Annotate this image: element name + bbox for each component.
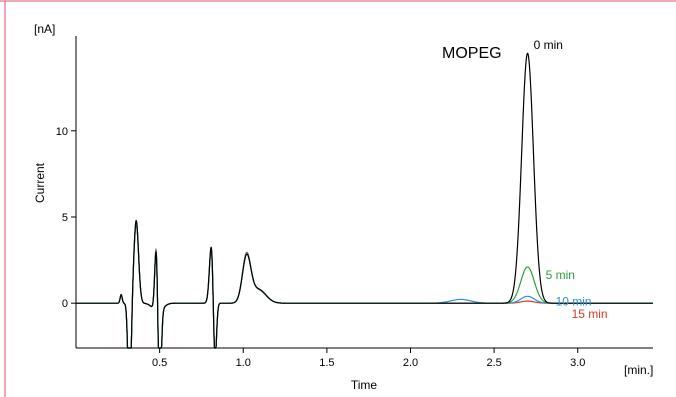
y-tick-label: 0: [62, 298, 68, 310]
x-tick-label: 2.0: [403, 357, 418, 369]
x-tick-label: 1.5: [319, 357, 334, 369]
chromatogram-plot: 0.5 1.0 1.5 2.0 2.5 3.0 0 5 10 0 min 5 min 10 min…: [56, 36, 654, 369]
y-axis-title: Current: [33, 162, 47, 203]
y-tick-label: 10: [56, 126, 68, 138]
series-label-10-min: 10 min: [556, 294, 592, 308]
series-label-5-min: 5 min: [546, 268, 575, 282]
chromatogram-traces: [75, 52, 654, 349]
x-tick-label: 1.0: [236, 357, 251, 369]
x-tick-label: 0.5: [152, 357, 167, 369]
x-ticks: 0.5 1.0 1.5 2.0 2.5 3.0: [152, 348, 585, 369]
x-tick-label: 3.0: [570, 357, 585, 369]
mopeg-peak-annotation: MOPEG: [442, 45, 502, 62]
x-axis-title: Time: [351, 378, 378, 392]
trace-0-min: [75, 52, 654, 349]
x-tick-label: 2.5: [486, 357, 501, 369]
series-label-0-min: 0 min: [534, 38, 563, 52]
y-tick-label: 5: [62, 212, 68, 224]
x-unit-label: [min.]: [624, 363, 653, 377]
y-ticks: 0 5 10: [56, 126, 76, 310]
y-unit-label: [nA]: [34, 22, 55, 36]
series-label-15-min: 15 min: [572, 307, 608, 321]
